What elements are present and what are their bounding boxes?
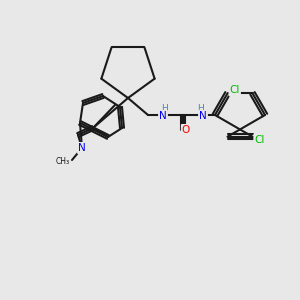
Text: N: N — [199, 111, 207, 121]
Text: O: O — [182, 125, 190, 135]
Text: H: H — [162, 104, 168, 113]
Text: N: N — [159, 111, 167, 121]
Text: N: N — [78, 143, 86, 153]
Text: CH₃: CH₃ — [56, 157, 70, 166]
Text: Cl: Cl — [230, 85, 240, 95]
Text: Cl: Cl — [254, 135, 265, 145]
Text: H: H — [198, 104, 204, 113]
